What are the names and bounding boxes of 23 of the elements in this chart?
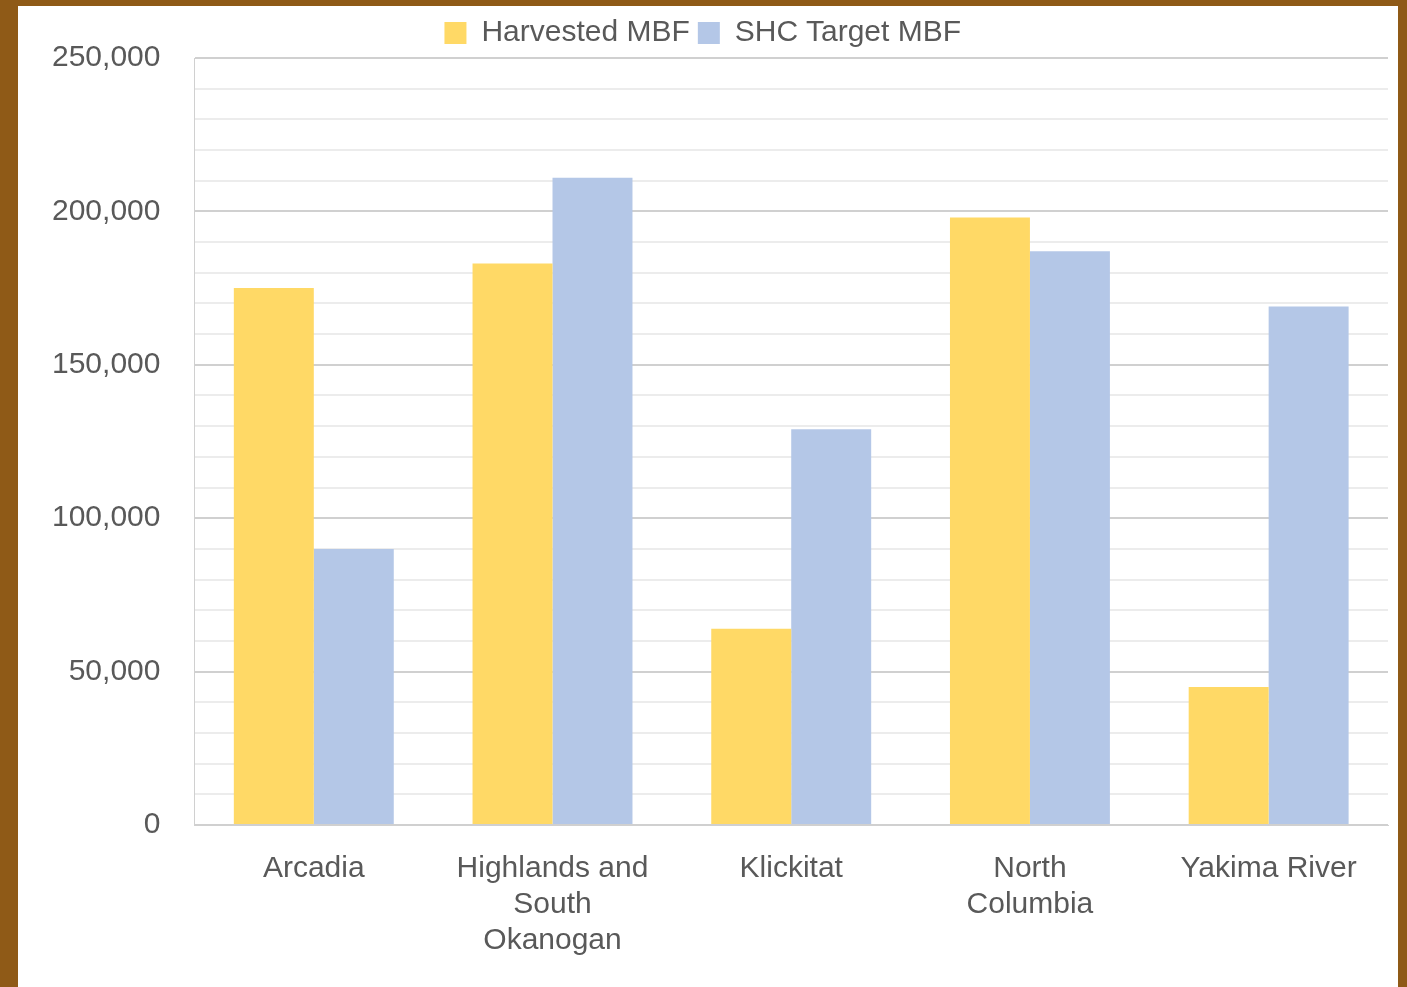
bar xyxy=(1268,306,1349,824)
x-tick-label: Arcadia xyxy=(262,850,365,884)
y-tick-label: 100,000 xyxy=(51,499,161,533)
legend-label: Harvested MBF xyxy=(481,14,690,48)
x-tick-label: Highlands and South Okanogan xyxy=(456,850,649,956)
x-tick-label: Yakima River xyxy=(1180,850,1357,884)
bar xyxy=(313,548,394,824)
y-tick-label: 0 xyxy=(143,806,161,840)
bar xyxy=(472,263,553,824)
legend-label: SHC Target MBF xyxy=(734,14,962,48)
bar xyxy=(791,429,872,824)
x-tick-label: Klickitat xyxy=(739,850,844,884)
bar xyxy=(1188,686,1269,824)
x-tick-label: North Columbia xyxy=(966,850,1094,920)
bar xyxy=(949,217,1030,824)
y-tick-label: 150,000 xyxy=(51,346,161,380)
bar xyxy=(552,177,633,824)
y-tick-label: 250,000 xyxy=(51,39,161,73)
bar xyxy=(1029,251,1110,824)
y-tick-label: 50,000 xyxy=(68,652,161,686)
bar xyxy=(233,288,314,824)
y-tick-label: 200,000 xyxy=(51,192,161,226)
bar xyxy=(711,628,792,824)
